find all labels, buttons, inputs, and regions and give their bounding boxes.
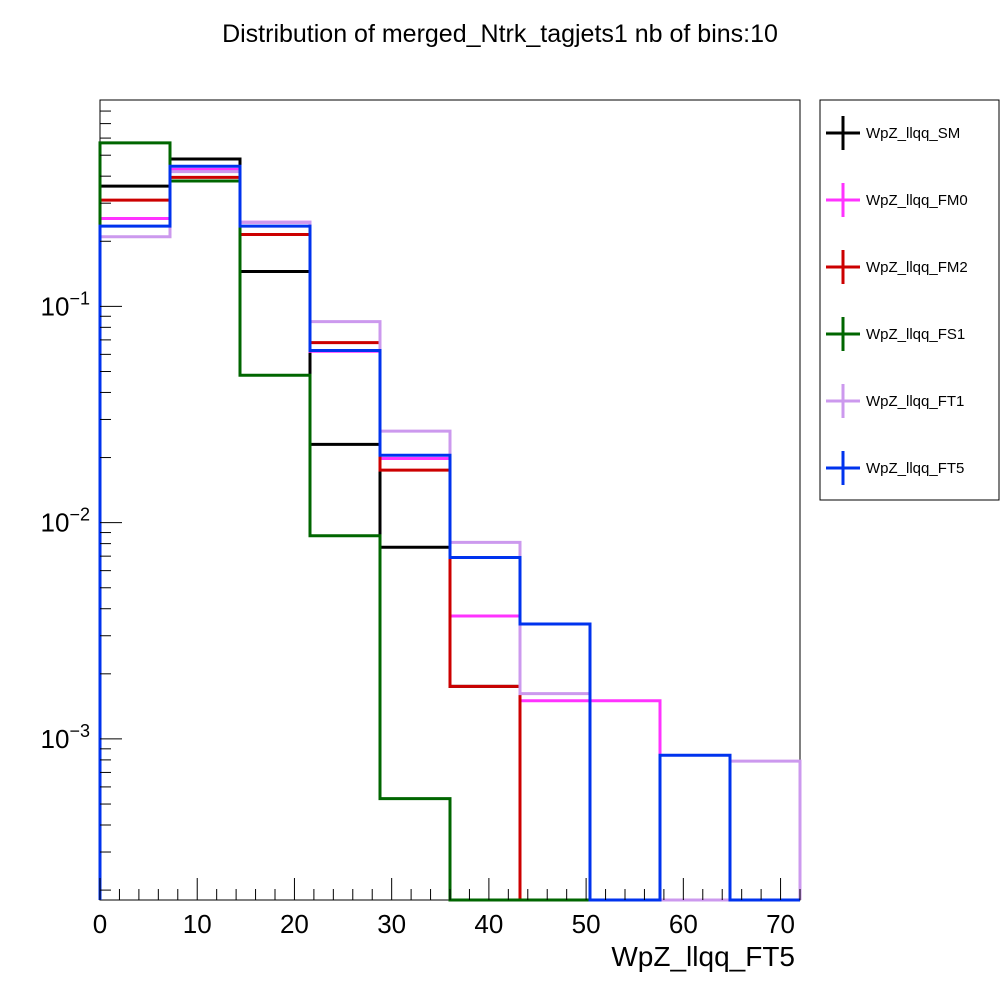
x-tick-label: 10 <box>183 909 212 939</box>
series-line-5 <box>98 164 800 902</box>
x-tick-label: 0 <box>93 909 107 939</box>
legend-label: WpZ_llqq_FS1 <box>866 326 965 343</box>
axes: 0 10 20 30 40 50 60 70 10−1 10−2 10−3 <box>41 99 801 939</box>
x-tick-label: 30 <box>377 909 406 939</box>
legend-label: WpZ_llqq_SM <box>866 125 960 142</box>
legend-label: WpZ_llqq_FT1 <box>866 393 964 410</box>
x-tick-label: 60 <box>669 909 698 939</box>
y-tick-label: 10−3 <box>41 721 90 754</box>
y-tick-label: 10−2 <box>41 505 90 538</box>
x-tick-label: 40 <box>474 909 503 939</box>
x-tick-label: 70 <box>766 909 795 939</box>
x-axis-title: WpZ_llqq_FT5 <box>611 941 795 972</box>
x-tick-label: 20 <box>280 909 309 939</box>
legend: WpZ_llqq_SM WpZ_llqq_FM0 WpZ_llqq_FM2 WpZ_l… <box>819 99 1000 501</box>
legend-label: WpZ_llqq_FM0 <box>866 192 968 209</box>
y-tick-label: 10−1 <box>41 288 90 321</box>
x-tick-label: 50 <box>572 909 601 939</box>
legend-label: WpZ_llqq_FT5 <box>866 460 964 477</box>
legend-label: WpZ_llqq_FM2 <box>866 259 968 276</box>
chart-title: Distribution of merged_Ntrk_tagjets1 nb … <box>222 20 778 48</box>
series-layer <box>98 141 802 902</box>
series-line-4 <box>98 170 802 902</box>
legend-box <box>819 99 1000 501</box>
